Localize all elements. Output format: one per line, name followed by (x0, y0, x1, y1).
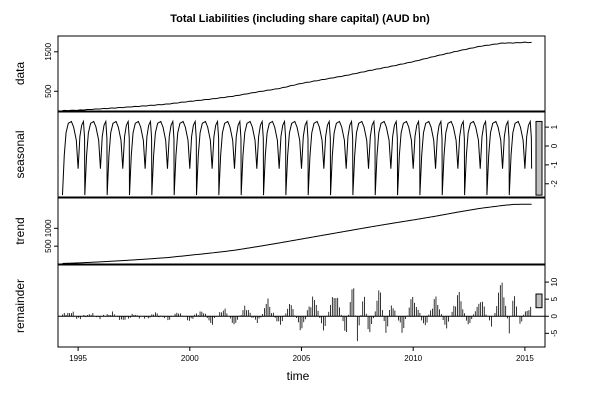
trend-series-line (62, 203, 532, 264)
data-panel: data 500 1500 (13, 35, 546, 112)
trend-frame (57, 197, 546, 265)
seasonal-y-tick-label: -1 (550, 161, 559, 169)
remainder-panel: remainder -5 0 5 10 (13, 264, 559, 348)
seasonal-series-line (61, 119, 533, 196)
x-tick-label: 2000 (181, 354, 199, 363)
data-y-tick-label: 500 (44, 84, 53, 98)
seasonal-y-tick-label: 1 (550, 124, 559, 129)
remainder-y-tick-label: 10 (550, 277, 559, 286)
trend-y-tick-label: 500 (44, 239, 53, 253)
x-tick-label: 2010 (404, 354, 422, 363)
seasonal-y-tick-label: 0 (550, 143, 559, 148)
remainder-range-bar (535, 293, 543, 309)
remainder-y-tick-label: 5 (550, 296, 559, 301)
x-tick-label: 1995 (69, 354, 87, 363)
seasonal-y-tick-label: -2 (550, 180, 559, 188)
trend-label: trend (13, 217, 27, 244)
trend-panel: trend 500 1000 (13, 197, 546, 265)
remainder-frame (57, 264, 546, 348)
seasonal-range-bar (535, 120, 543, 196)
data-label: data (13, 61, 27, 85)
seasonal-label: seasonal (13, 130, 27, 178)
time-axis: 1995 2000 2005 2010 2015 (69, 347, 534, 363)
trend-y-tick-label: 1000 (44, 219, 53, 237)
x-axis-label: time (287, 369, 310, 383)
remainder-label: remainder (13, 279, 27, 333)
remainder-y-tick-label: -5 (550, 329, 559, 337)
x-tick-label: 2015 (516, 354, 534, 363)
seasonal-frame (57, 111, 546, 198)
data-frame (57, 35, 546, 112)
remainder-y-tick-label: 0 (550, 313, 559, 318)
x-tick-label: 2005 (293, 354, 311, 363)
seasonal-panel: seasonal -2 -1 0 1 (13, 111, 559, 198)
chart-title: Total Liabilities (including share capit… (170, 13, 430, 25)
data-y-tick-label: 1500 (44, 42, 53, 60)
data-series-line (62, 41, 532, 112)
